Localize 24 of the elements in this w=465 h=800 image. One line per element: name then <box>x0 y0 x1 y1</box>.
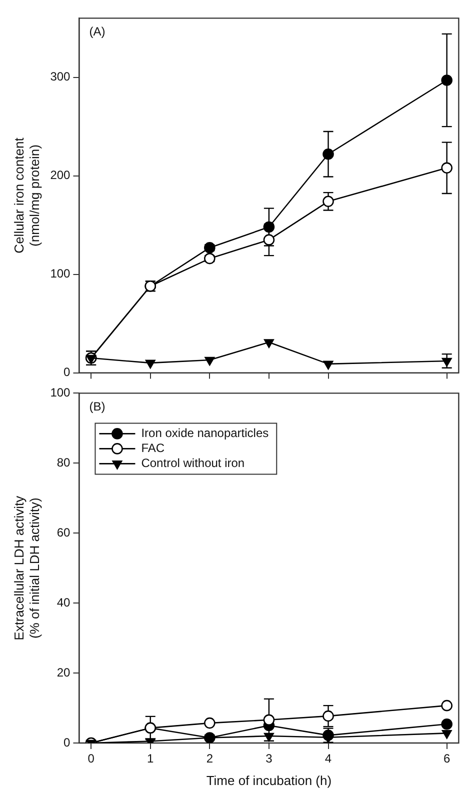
legend-label: Control without iron <box>141 456 245 470</box>
y-tick-label: 40 <box>56 595 71 610</box>
x-tick-label: 6 <box>444 752 450 766</box>
annotation: (A) <box>89 24 106 39</box>
y-tick-label: 0 <box>64 365 71 380</box>
y-tick-label: 80 <box>56 455 71 470</box>
y-axis-title: Extracellular LDH activity (% of initial LDH activity) <box>11 495 42 640</box>
y-tick-label: 20 <box>56 665 71 680</box>
x-tick-label: 2 <box>206 752 214 766</box>
y-tick-label: 0 <box>64 735 71 750</box>
x-axis-title: Time of incubation (h) <box>206 772 332 788</box>
annotation: (B) <box>89 400 106 414</box>
x-tick-label: 1 <box>147 752 154 766</box>
y-tick-label: 100 <box>50 266 71 281</box>
y-axis-title: Cellular iron content (nmol/mg protein) <box>11 137 42 254</box>
x-tick-label: 4 <box>324 752 332 766</box>
y-tick-label: 300 <box>50 70 71 84</box>
legend-label: FAC <box>141 441 165 456</box>
x-tick-label: 0 <box>88 752 95 766</box>
y-tick-label: 200 <box>50 168 71 182</box>
y-tick-label: 100 <box>50 386 71 400</box>
y-tick-label: 60 <box>56 525 71 540</box>
legend-label: Iron oxide nanoparticles <box>141 426 269 440</box>
x-tick-label: 3 <box>266 752 273 766</box>
